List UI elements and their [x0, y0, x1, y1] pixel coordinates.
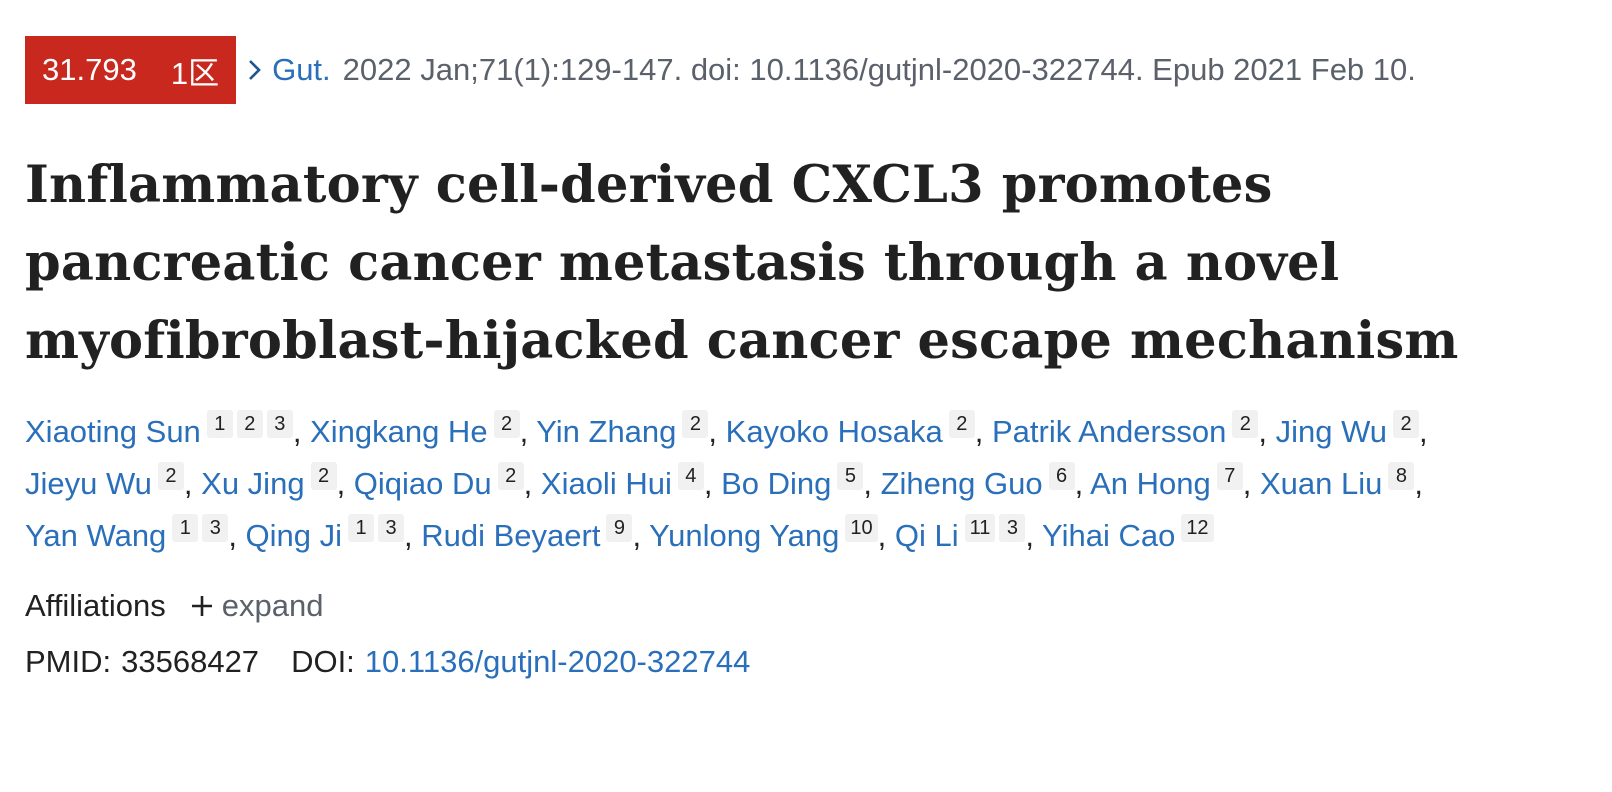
affiliation-ref[interactable]: 3	[267, 410, 293, 438]
pmid-label: PMID:	[25, 644, 111, 680]
affiliation-ref[interactable]: 2	[158, 462, 184, 490]
author-name-link[interactable]: Xiaoting Sun	[25, 414, 201, 449]
affiliation-ref[interactable]: 6	[1049, 462, 1075, 490]
citation-row: 31.793 1区 Gut. 2022 Jan;71(1):129-147. d…	[25, 36, 1588, 104]
author-name-link[interactable]: Ziheng Guo	[881, 466, 1043, 501]
impact-factor-value: 31.793	[42, 52, 137, 88]
journal-zone: 1区	[171, 48, 219, 93]
journal-link[interactable]: Gut.	[272, 52, 331, 88]
affiliation-ref[interactable]: 9	[606, 514, 632, 542]
affiliation-ref[interactable]: 2	[1232, 410, 1258, 438]
affiliation-ref[interactable]: 2	[498, 462, 524, 490]
author-item: Xu Jing 2	[201, 466, 336, 501]
author-name-link[interactable]: Rudi Beyaert	[421, 518, 600, 553]
author-item: Yihai Cao 12	[1042, 518, 1214, 553]
author-name-link[interactable]: Xuan Liu	[1260, 466, 1382, 501]
author-name-link[interactable]: Qi Li	[895, 518, 959, 553]
author-item: Rudi Beyaert 9	[421, 518, 632, 553]
affiliation-ref[interactable]: 1	[207, 410, 233, 438]
author-name-link[interactable]: Yin Zhang	[536, 414, 676, 449]
author-name-link[interactable]: Xiaoli Hui	[541, 466, 672, 501]
author-item: Ziheng Guo 6	[881, 466, 1075, 501]
title-line: pancreatic cancer metastasis through a n…	[25, 233, 1339, 293]
affiliation-ref[interactable]: 2	[949, 410, 975, 438]
identifiers-row: PMID: 33568427 DOI: 10.1136/gutjnl-2020-…	[25, 644, 1588, 680]
impact-factor-badge[interactable]: 31.793 1区	[25, 36, 236, 104]
affiliations-row: Affiliations expand	[25, 588, 1588, 624]
author-item: Xiaoting Sun 1 2 3	[25, 414, 293, 449]
author-item: Qing Ji 1 3	[246, 518, 404, 553]
author-name-link[interactable]: Yihai Cao	[1042, 518, 1175, 553]
author-item: Xingkang He 2	[310, 414, 520, 449]
article-title: Inflammatory cell-derived CXCL3 promotes…	[25, 146, 1588, 380]
author-name-link[interactable]: Yan Wang	[25, 518, 166, 553]
author-item: Xiaoli Hui 4	[541, 466, 704, 501]
affiliation-ref[interactable]: 7	[1217, 462, 1243, 490]
affiliation-ref[interactable]: 11	[965, 514, 996, 542]
plus-icon[interactable]	[190, 594, 214, 618]
affiliations-label: Affiliations	[25, 588, 166, 624]
title-line: Inflammatory cell-derived CXCL3 promotes	[25, 155, 1273, 215]
affiliation-ref[interactable]: 2	[311, 462, 337, 490]
affiliation-ref[interactable]: 3	[999, 514, 1025, 542]
authors-list: Xiaoting Sun 1 2 3, Xingkang He 2, Yin Zhang…	[25, 406, 1588, 562]
author-item: Yin Zhang 2	[536, 414, 708, 449]
doi-label: DOI:	[291, 644, 355, 680]
author-name-link[interactable]: Jieyu Wu	[25, 466, 152, 501]
affiliation-ref[interactable]: 10	[845, 514, 877, 542]
author-item: Xuan Liu 8	[1260, 466, 1414, 501]
affiliation-ref[interactable]: 3	[202, 514, 228, 542]
author-item: Bo Ding 5	[721, 466, 863, 501]
expand-affiliations-button[interactable]: expand	[222, 588, 324, 624]
author-name-link[interactable]: Jing Wu	[1276, 414, 1387, 449]
author-item: Yan Wang 1 3	[25, 518, 228, 553]
author-name-link[interactable]: Qiqiao Du	[354, 466, 492, 501]
author-item: Jieyu Wu 2	[25, 466, 184, 501]
citation-details: 2022 Jan;71(1):129-147. doi: 10.1136/gut…	[343, 52, 1416, 88]
author-name-link[interactable]: Patrik Andersson	[992, 414, 1226, 449]
affiliation-ref[interactable]: 2	[237, 410, 263, 438]
author-item: Jing Wu 2	[1276, 414, 1419, 449]
affiliation-ref[interactable]: 2	[682, 410, 708, 438]
affiliation-ref[interactable]: 8	[1388, 462, 1414, 490]
affiliation-ref[interactable]: 5	[837, 462, 863, 490]
pmid-value: 33568427	[121, 644, 259, 680]
chevron-right-icon[interactable]	[248, 58, 262, 82]
author-item: Patrik Andersson 2	[992, 414, 1258, 449]
affiliation-ref[interactable]: 12	[1181, 514, 1213, 542]
author-item: Qi Li 11 3	[895, 518, 1026, 553]
affiliation-ref[interactable]: 3	[378, 514, 404, 542]
affiliation-ref[interactable]: 1	[172, 514, 198, 542]
author-name-link[interactable]: Kayoko Hosaka	[726, 414, 943, 449]
affiliation-ref[interactable]: 2	[494, 410, 520, 438]
article-page: 31.793 1区 Gut. 2022 Jan;71(1):129-147. d…	[0, 0, 1612, 680]
author-item: An Hong 7	[1090, 466, 1243, 501]
title-line: myofibroblast-hijacked cancer escape mec…	[25, 311, 1459, 371]
author-name-link[interactable]: Xingkang He	[310, 414, 488, 449]
author-name-link[interactable]: Xu Jing	[201, 466, 304, 501]
author-name-link[interactable]: Yunlong Yang	[649, 518, 839, 553]
affiliation-ref[interactable]: 4	[678, 462, 704, 490]
doi-link[interactable]: 10.1136/gutjnl-2020-322744	[365, 644, 751, 680]
author-name-link[interactable]: Bo Ding	[721, 466, 831, 501]
author-item: Yunlong Yang 10	[649, 518, 877, 553]
author-item: Qiqiao Du 2	[354, 466, 524, 501]
author-name-link[interactable]: Qing Ji	[246, 518, 342, 553]
author-name-link[interactable]: An Hong	[1090, 466, 1211, 501]
affiliation-ref[interactable]: 1	[348, 514, 374, 542]
author-item: Kayoko Hosaka 2	[726, 414, 975, 449]
affiliation-ref[interactable]: 2	[1393, 410, 1419, 438]
